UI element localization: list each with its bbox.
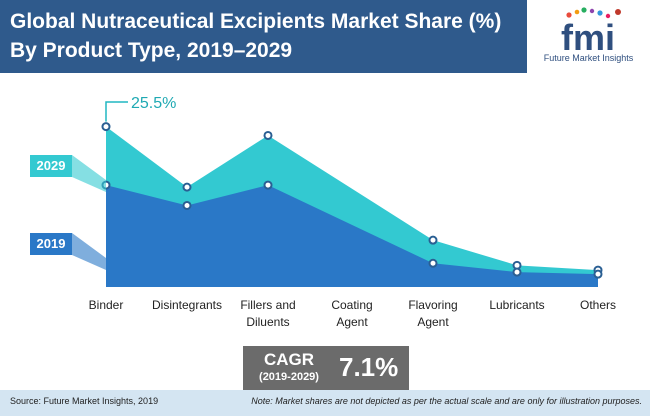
logo: fmi Future Market Insights [527,0,650,73]
x-tick-label-4: Flavoring Agent [408,298,457,329]
chart-title: Global Nutraceutical Excipients Market S… [10,10,502,62]
logo-subtitle: Future Market Insights [543,53,634,63]
legend-swatch-2019 [30,233,72,255]
point-2019-2 [263,180,273,190]
point-2019-6 [593,269,603,279]
x-tick-label-3: Coating Agent [331,298,372,329]
fmi-logo-icon: fmi [561,7,621,52]
source-text: Source: Future Market Insights, 2019 [10,396,159,406]
cagr-box: CAGR (2019-2029) 7.1% [243,346,409,390]
legend-swatch-2029 [30,155,72,177]
annotation-leader [105,101,128,122]
area-2019 [106,185,598,287]
title-bar: Global Nutraceutical Excipients Market S… [0,0,527,73]
logo-mark-text: fmi [561,17,615,52]
x-tick-label-0: Binder [89,298,124,312]
cagr-period: (2019-2029) [259,371,319,383]
x-tick-label-6: Others [580,298,616,312]
point-2029-1 [182,182,192,192]
cagr-label: CAGR [263,350,315,369]
legend-label-2019: 2019 [37,236,66,251]
x-tick-label-2: Fillers and Diluents [240,298,295,329]
x-tick-label-5: Lubricants [489,298,544,312]
x-tick-label-1: Disintegrants [152,298,222,312]
point-2029-0 [101,122,111,132]
note-text: Note: Market shares are not depicted as … [251,396,642,406]
point-2029-4 [428,235,438,245]
annotation-label: 25.5% [131,95,176,112]
point-2029-2 [263,130,273,140]
footer-bar: Source: Future Market Insights, 2019 Not… [0,390,650,416]
point-2019-1 [182,200,192,210]
cagr-value: 7.1% [339,352,399,382]
point-2019-5 [512,267,522,277]
point-2019-4 [428,258,438,268]
legend-label-2029: 2029 [37,158,66,173]
